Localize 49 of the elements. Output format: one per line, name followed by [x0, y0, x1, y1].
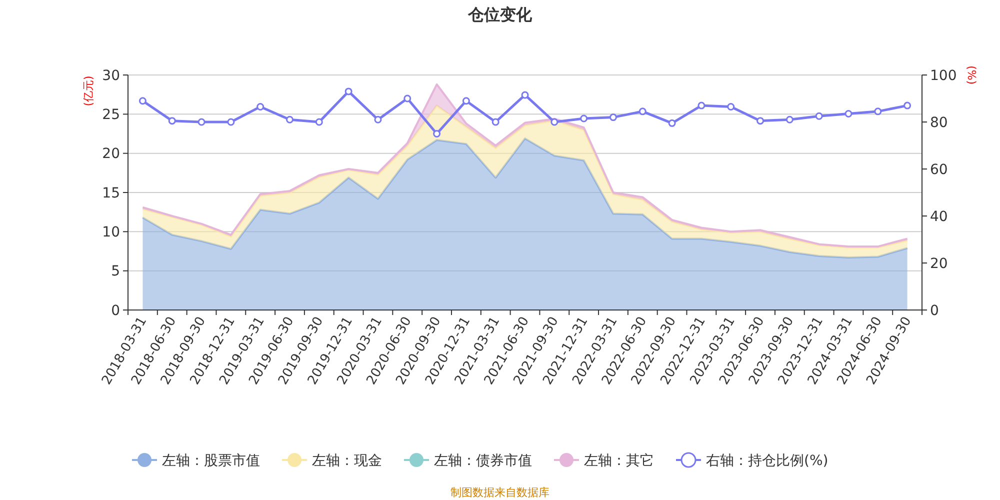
point [315, 118, 323, 126]
y-tick-label: 5 [111, 264, 120, 280]
point [580, 114, 588, 122]
point [227, 118, 235, 126]
point [374, 116, 382, 124]
point [904, 102, 912, 110]
legend-label: 右轴：持仓比例(%) [706, 452, 828, 469]
point [286, 116, 294, 124]
point [550, 118, 558, 126]
point [815, 112, 823, 120]
y-tick-label: 30 [102, 68, 120, 84]
point [462, 97, 470, 105]
point [668, 119, 676, 127]
point [492, 118, 500, 126]
y2-tick-label: 40 [930, 208, 948, 225]
point [404, 94, 412, 102]
y2-tick-label: 60 [930, 162, 948, 178]
point [198, 118, 206, 126]
legend-label: 左轴：现金 [312, 452, 382, 469]
point [786, 116, 794, 124]
y2-tick-label: 20 [930, 256, 948, 272]
point [168, 117, 176, 125]
y-axis-title: (亿元) [82, 76, 95, 106]
point [609, 114, 617, 122]
y-tick-label: 15 [102, 185, 120, 202]
point [727, 102, 735, 110]
y-tick-label: 10 [102, 224, 120, 241]
point [638, 108, 646, 116]
point [521, 91, 529, 99]
point [844, 110, 852, 118]
legend-label: 左轴：债券市值 [434, 452, 532, 469]
y2-tick-label: 0 [930, 302, 939, 319]
y2-axis-title: (%) [965, 65, 978, 85]
chart-title: 仓位变化 [467, 5, 533, 24]
point [874, 108, 882, 116]
y2-tick-label: 100 [930, 68, 957, 84]
point [698, 102, 706, 110]
point [344, 88, 352, 96]
point [756, 117, 764, 125]
y-tick-label: 25 [102, 107, 120, 124]
point [256, 102, 264, 110]
y2-tick-label: 80 [930, 114, 948, 131]
point [138, 97, 146, 105]
y-tick-label: 20 [102, 146, 120, 162]
text: 制图数据来自数据库 [450, 486, 550, 499]
legend-label: 左轴：股票市值 [162, 452, 260, 469]
y-tick-label: 0 [111, 302, 120, 319]
point [433, 130, 441, 138]
legend-label: 左轴：其它 [584, 452, 654, 469]
